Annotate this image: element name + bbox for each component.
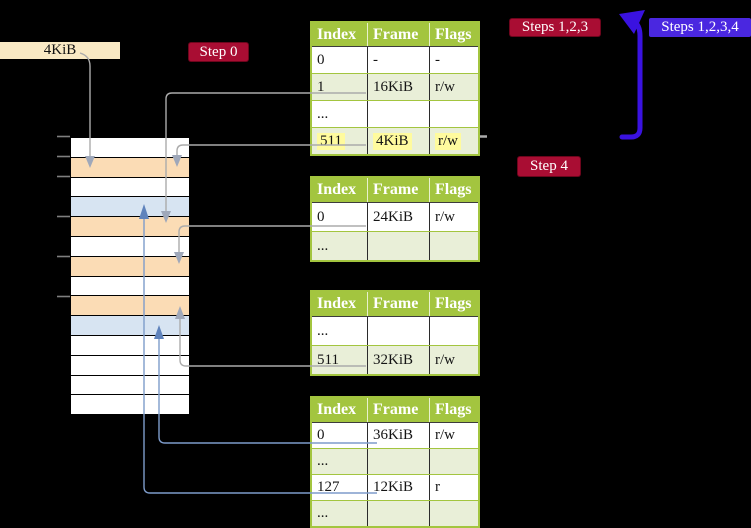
address-tick-marks xyxy=(57,135,70,298)
table-header-cell: Flags xyxy=(429,292,478,316)
table-row: ... xyxy=(312,500,478,526)
table-cell xyxy=(429,449,478,474)
step-0-label: Step 0 xyxy=(188,42,249,62)
stack-row-plain xyxy=(71,138,189,157)
table-header-cell: Frame xyxy=(367,292,429,316)
table-cell xyxy=(367,449,429,474)
table-row: ... xyxy=(312,100,478,127)
table-header-row: Index Frame Flags xyxy=(312,398,478,423)
table-cell xyxy=(429,501,478,526)
table-row: 0 36KiB r/w xyxy=(312,423,478,448)
step-4-label: Step 4 xyxy=(517,156,581,177)
table-cell xyxy=(367,232,429,260)
table-cell: ... xyxy=(317,237,329,254)
steps-loop-arrow xyxy=(619,10,645,140)
stack-row-plain xyxy=(71,235,189,256)
physical-memory-stack xyxy=(70,137,190,416)
table-cell xyxy=(367,501,429,526)
table-row: 0 -- xyxy=(312,47,478,73)
table-row: 0 24KiB r/w xyxy=(312,203,478,231)
table-cell: 4KiB xyxy=(367,128,429,154)
table-cell xyxy=(429,101,478,127)
page-table-2: Index Frame Flags 0 24KiB r/w... xyxy=(310,176,480,262)
stack-row-orange xyxy=(71,156,189,177)
table-cell: 511 xyxy=(312,128,367,154)
table-row: 511 4KiB r/w xyxy=(312,127,478,154)
table-cell: ... xyxy=(317,322,329,339)
table-cell xyxy=(367,101,429,127)
table-cell: r/w xyxy=(429,203,478,231)
table-cell: 511 xyxy=(317,351,339,368)
stack-row-plain xyxy=(71,275,189,296)
page-size-label: 4KiB xyxy=(0,42,120,59)
table-header-cell: Frame xyxy=(367,178,429,202)
table-header-row: Index Frame Flags xyxy=(312,178,478,203)
table-row: ... xyxy=(312,448,478,474)
table-cell: 36KiB xyxy=(367,423,429,448)
table-cell: 127 xyxy=(317,479,340,495)
stack-row-orange xyxy=(71,295,189,316)
stack-row-plain xyxy=(71,176,189,197)
highlighted-value: 511 xyxy=(317,132,345,150)
table-cell: 12KiB xyxy=(367,475,429,500)
table-cell: 24KiB xyxy=(367,203,429,231)
table-cell: ... xyxy=(317,453,329,469)
stack-row-plain xyxy=(71,374,189,395)
table-header-cell: Index xyxy=(317,401,357,418)
table-row: 1 16KiB r/w xyxy=(312,73,478,100)
arrowhead-upleft-icon xyxy=(619,10,645,34)
page-table-1: Index Frame Flags 0- -1 16KiB r/w... 511 4KiB r/w xyxy=(310,21,480,156)
table-header-cell: Index xyxy=(317,295,357,312)
steps-123-label: Steps 1,2,3 xyxy=(509,18,601,37)
table-cell: r/w xyxy=(429,423,478,448)
steps-1234-label: Steps 1,2,3,4 xyxy=(649,18,751,37)
table-header-cell: Index xyxy=(317,181,357,198)
table-header-cell: Flags xyxy=(429,398,478,422)
table-cell: 1 xyxy=(317,78,325,95)
table-cell: 0 xyxy=(317,51,325,68)
stack-row-blue xyxy=(71,196,189,217)
stack-row-plain xyxy=(71,354,189,375)
table-cell: r/w xyxy=(429,128,478,154)
table-cell: 32KiB xyxy=(367,346,429,374)
table-cell: - xyxy=(429,47,478,73)
page-table-4: Index Frame Flags 0 36KiB r/w... 127 12KiB r... xyxy=(310,396,480,528)
table-cell: 16KiB xyxy=(367,74,429,100)
table-cell: ... xyxy=(317,105,329,122)
table-cell: - xyxy=(367,47,429,73)
table-cell xyxy=(429,317,478,345)
stack-row-plain xyxy=(71,394,189,415)
table-row: ... xyxy=(312,231,478,260)
table-header-cell: Flags xyxy=(429,178,478,202)
table-header-row: Index Frame Flags xyxy=(312,23,478,47)
stack-row-orange xyxy=(71,216,189,236)
stack-row-orange xyxy=(71,255,189,276)
highlighted-value: 4KiB xyxy=(373,132,412,150)
table-row: 127 12KiB r xyxy=(312,474,478,500)
table-header-cell: Frame xyxy=(367,398,429,422)
table-row: 511 32KiB r/w xyxy=(312,345,478,374)
table-header-cell: Frame xyxy=(367,23,429,46)
page-table-3: Index Frame Flags... 511 32KiB r/w xyxy=(310,290,480,376)
highlighted-value: r/w xyxy=(435,132,461,150)
table-row: ... xyxy=(312,317,478,345)
table-cell: 0 xyxy=(317,427,325,443)
table-header-row: Index Frame Flags xyxy=(312,292,478,317)
table-cell: r/w xyxy=(429,74,478,100)
table-cell xyxy=(367,317,429,345)
table-header-cell: Flags xyxy=(429,23,478,46)
table-cell: r/w xyxy=(429,346,478,374)
table-cell: 0 xyxy=(317,208,325,225)
table-header-cell: Index xyxy=(317,25,357,43)
stack-row-blue xyxy=(71,315,189,335)
table-cell: ... xyxy=(317,505,329,521)
table-cell xyxy=(429,232,478,260)
stack-row-plain xyxy=(71,334,189,355)
table-cell: r xyxy=(429,475,478,500)
